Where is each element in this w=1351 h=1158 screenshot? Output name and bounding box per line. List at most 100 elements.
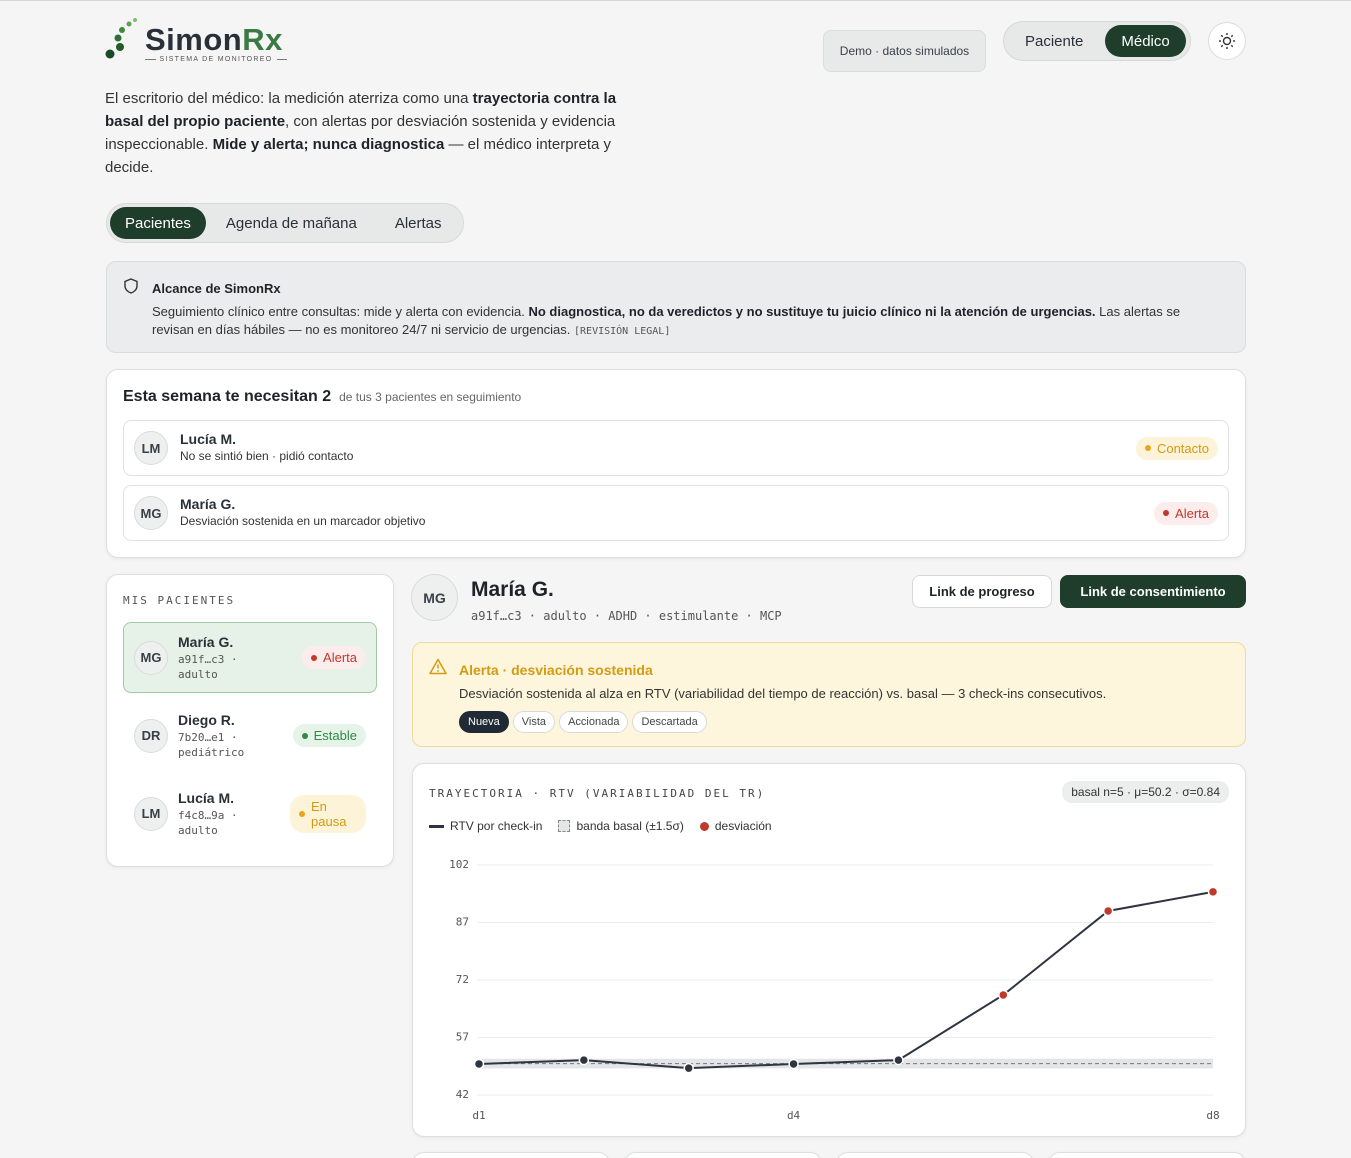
legal-tag: [REVISIÓN LEGAL]	[574, 326, 671, 337]
need-row[interactable]: LM Lucía M. No se sintió bien · pidió cont…	[123, 420, 1229, 476]
alert-text: Desviación sostenida al alza en RTV (var…	[459, 686, 1107, 701]
y-tick-label: 87	[456, 916, 469, 929]
y-tick-label: 102	[449, 858, 469, 871]
role-button[interactable]: Paciente	[1025, 32, 1084, 50]
x-tick-label: d8	[1206, 1109, 1219, 1122]
x-tick-label: d4	[787, 1109, 801, 1122]
state-pill[interactable]: Vista	[512, 711, 556, 733]
data-point	[788, 1058, 799, 1070]
needs-card: Esta semana te necesitan 2 de tus 3 paci…	[106, 369, 1246, 558]
x-tick-label: d1	[472, 1109, 485, 1122]
patient-meta: 7b20…e1 · pediátrico	[178, 730, 245, 759]
sun-icon	[1219, 33, 1235, 49]
status-pill: Alerta	[302, 646, 366, 669]
legend-swatch	[558, 820, 571, 832]
chart-card: TRAYECTORIA · RTV (VARIABILIDAD DEL TR) …	[412, 763, 1246, 1137]
brand-part: Simon	[145, 22, 243, 57]
patient-info: Lucía M. f4c8…9a · adulto	[178, 790, 274, 838]
metric-card	[836, 1152, 1034, 1158]
tab[interactable]: Alertas	[394, 214, 442, 232]
theme-button[interactable]	[1208, 22, 1246, 60]
detail-name: María G.	[471, 578, 554, 601]
progress-link-button[interactable]: Link de progreso	[912, 575, 1052, 608]
status-dot	[301, 732, 308, 739]
state-pill[interactable]: Nueva	[459, 711, 509, 733]
patient-row[interactable]: LM Lucía M. f4c8…9a · adulto En pausa	[123, 778, 377, 849]
consent-link-button[interactable]: Link de consentimiento	[1060, 575, 1246, 608]
needs-subtitle: de tus 3 pacientes en seguimiento	[339, 390, 522, 404]
patient-name: Diego R.	[178, 711, 235, 728]
scope-title: Alcance de SimonRx	[152, 281, 281, 296]
brand-part: Rx	[242, 22, 283, 57]
text: — el médico interpreta y decide.	[105, 136, 612, 176]
bold-text: Mide y alerta; nunca diagnostica	[212, 136, 445, 153]
patient-meta: a91f…c3 · adulto	[178, 652, 238, 681]
patient-row[interactable]: MG María G. a91f…c3 · adulto Alerta	[123, 622, 377, 693]
chart-badge: basal n=5 · μ=50.2 · σ=0.84	[1062, 781, 1229, 803]
avatar: DR	[134, 718, 168, 753]
status-label: En pausa	[311, 798, 347, 829]
detail-meta: a91f…c3 · adulto · ADHD · estimulante · …	[471, 609, 782, 623]
patient-name: María G.	[178, 633, 234, 650]
need-info: María G. Desviación sostenida en un marca…	[180, 496, 1142, 530]
data-point	[1102, 905, 1114, 917]
role-button[interactable]: Médico	[1105, 25, 1186, 57]
alert-box: Alerta · desviación sostenida Desviación…	[412, 642, 1246, 747]
patient-name: María G.	[180, 496, 236, 512]
legend-swatch	[429, 824, 444, 828]
needs-title: Esta semana te necesitan 2	[123, 388, 332, 405]
status-dot	[299, 810, 305, 817]
patient-meta: f4c8…9a · adulto	[178, 808, 238, 837]
legend-item: banda basal (±1.5σ)	[558, 819, 684, 833]
patient-name: Lucía M.	[180, 431, 237, 447]
y-tick-label: 72	[456, 973, 469, 986]
tab[interactable]: Agenda de mañana	[225, 214, 357, 232]
detail-avatar: MG	[411, 574, 458, 621]
patients-card: MIS PACIENTES MG María G. a91f…c3 · adulto…	[106, 574, 394, 867]
data-point	[578, 1054, 590, 1066]
y-tick-label: 42	[456, 1088, 469, 1101]
patients-heading: MIS PACIENTES	[123, 594, 236, 607]
avatar: LM	[134, 431, 168, 465]
y-tick-label: 57	[456, 1031, 469, 1044]
role-toggle: Paciente Médico	[1003, 21, 1191, 61]
metric-card	[1048, 1152, 1246, 1158]
alert-states: Nueva Vista Accionada Descartada	[459, 711, 707, 733]
data-point	[1207, 886, 1219, 898]
legend-label: desviación	[714, 819, 772, 833]
avatar: MG	[134, 496, 168, 530]
bold-text: No diagnostica, no da veredictos y no su…	[528, 304, 1096, 319]
state-pill[interactable]: Accionada	[559, 711, 629, 733]
scope-box: Alcance de SimonRx Seguimiento clínico e…	[106, 261, 1246, 353]
status-pill: Contacto	[1135, 436, 1218, 460]
shield-icon	[124, 278, 138, 294]
data-point	[683, 1062, 694, 1074]
tagline-text: SISTEMA DE MONITOREO	[159, 56, 273, 63]
legend-label: banda basal (±1.5σ)	[576, 819, 684, 833]
plot: 42 57 72 87 102 d1 d4 d8	[449, 858, 1220, 1122]
data-point	[893, 1054, 904, 1066]
metric-card	[412, 1152, 610, 1158]
tab[interactable]: Pacientes	[110, 207, 206, 239]
top-border	[0, 0, 1351, 1]
avatar: LM	[134, 796, 168, 831]
legend-swatch	[699, 821, 709, 831]
warning-icon	[429, 658, 447, 675]
status-pill: Alerta	[1154, 501, 1218, 525]
data-point	[998, 989, 1009, 1001]
series-line	[478, 890, 1214, 1070]
logo-icon	[105, 18, 137, 59]
status-label: Estable	[313, 728, 357, 743]
state-pill[interactable]: Descartada	[632, 711, 707, 733]
patient-info: María G. a91f…c3 · adulto	[178, 634, 274, 682]
patient-row[interactable]: DR Diego R. 7b20…e1 · pediátrico Estable	[123, 700, 377, 771]
legend-item: RTV por check-in	[429, 819, 542, 833]
chart-title: TRAYECTORIA · RTV (VARIABILIDAD DEL TR)	[429, 787, 766, 800]
need-row[interactable]: MG María G. Desviación sostenida en un mar…	[123, 485, 1229, 541]
tagline: SISTEMA DE MONITOREO	[145, 56, 287, 63]
status-label: Contacto	[1156, 440, 1209, 456]
need-note: Desviación sostenida en un marcador obje…	[180, 514, 426, 528]
status-label: Alerta	[1175, 505, 1209, 521]
status-dot	[1144, 445, 1151, 451]
